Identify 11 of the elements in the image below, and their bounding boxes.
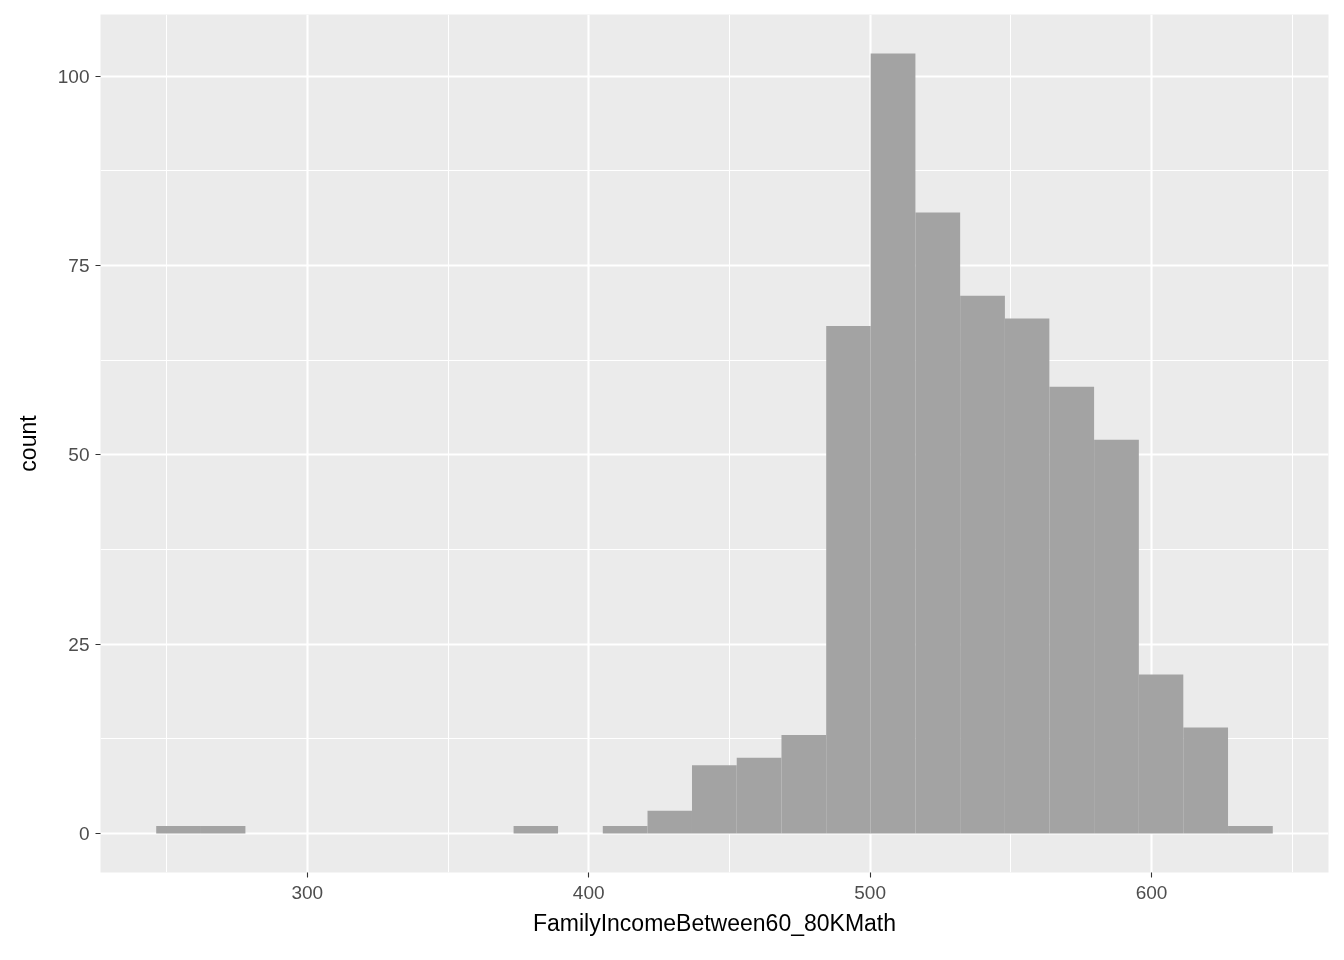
- x-tick-label: 300: [291, 881, 324, 903]
- y-tick-label: 0: [78, 823, 90, 844]
- y-tick-label: 25: [68, 633, 90, 655]
- x-axis-title: FamilyIncomeBetween60_80KMath: [532, 909, 897, 936]
- x-tick-label: 500: [854, 881, 886, 903]
- y-tick-label: 100: [57, 65, 90, 87]
- y-tick-label: 75: [68, 255, 90, 277]
- y-axis-title: count: [14, 414, 41, 472]
- x-tick-label: 600: [1135, 881, 1168, 903]
- y-tick-label: 50: [68, 444, 90, 466]
- x-tick-label: 400: [572, 881, 605, 903]
